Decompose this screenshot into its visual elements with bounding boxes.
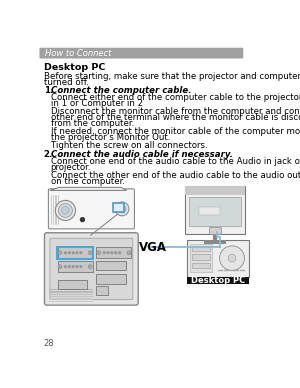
- Circle shape: [58, 251, 62, 255]
- Circle shape: [76, 266, 78, 268]
- Bar: [204, 240, 226, 244]
- Bar: [185, 186, 245, 234]
- Circle shape: [111, 252, 113, 254]
- Bar: [189, 197, 241, 226]
- Bar: [57, 247, 93, 259]
- Circle shape: [228, 254, 236, 262]
- Text: on the computer.: on the computer.: [51, 177, 125, 186]
- Bar: [187, 240, 249, 277]
- Circle shape: [58, 265, 62, 268]
- Circle shape: [97, 251, 101, 255]
- Bar: [49, 291, 93, 293]
- Circle shape: [76, 252, 78, 254]
- Circle shape: [80, 217, 85, 222]
- Bar: [199, 207, 220, 215]
- Text: Connect the audio cable if necessary.: Connect the audio cable if necessary.: [51, 150, 233, 159]
- FancyBboxPatch shape: [44, 233, 138, 305]
- Circle shape: [55, 201, 76, 220]
- FancyBboxPatch shape: [50, 238, 133, 300]
- Circle shape: [220, 246, 244, 270]
- Bar: [192, 254, 210, 260]
- Bar: [190, 244, 212, 272]
- Circle shape: [64, 266, 66, 268]
- Text: Tighten the screw on all connectors.: Tighten the screw on all connectors.: [51, 141, 207, 150]
- Bar: [49, 298, 93, 300]
- Bar: [49, 301, 93, 302]
- Text: the projector’s Monitor Out.: the projector’s Monitor Out.: [51, 133, 170, 142]
- Bar: [49, 294, 93, 295]
- FancyBboxPatch shape: [39, 48, 243, 59]
- Circle shape: [127, 251, 131, 255]
- Text: If needed, connect the monitor cable of the computer monitor to: If needed, connect the monitor cable of …: [51, 127, 300, 136]
- Text: Connect either end of the computer cable to the projector’s Computer: Connect either end of the computer cable…: [51, 93, 300, 102]
- FancyBboxPatch shape: [48, 189, 134, 229]
- Bar: [96, 286, 108, 295]
- Circle shape: [61, 206, 69, 214]
- Circle shape: [88, 265, 92, 268]
- Text: Disconnect the monitor cable from the computer and connect the: Disconnect the monitor cable from the co…: [51, 107, 300, 116]
- Text: Before starting, make sure that the projector and computers are both: Before starting, make sure that the proj…: [44, 72, 300, 81]
- Bar: [187, 277, 249, 284]
- Bar: [96, 248, 131, 258]
- Circle shape: [115, 202, 129, 216]
- Bar: [192, 246, 210, 251]
- Bar: [96, 261, 126, 270]
- Circle shape: [115, 252, 117, 254]
- Text: projector.: projector.: [51, 163, 91, 172]
- Text: from the computer.: from the computer.: [51, 119, 134, 128]
- Circle shape: [72, 266, 74, 268]
- Circle shape: [80, 266, 82, 268]
- Circle shape: [119, 252, 121, 254]
- Text: 28: 28: [44, 338, 54, 348]
- Bar: [113, 203, 124, 212]
- Circle shape: [72, 252, 74, 254]
- Text: 1.: 1.: [44, 86, 53, 95]
- Bar: [96, 274, 126, 284]
- Circle shape: [118, 205, 126, 213]
- Text: Connect one end of the audio cable to the Audio in jack on the: Connect one end of the audio cable to th…: [51, 157, 300, 166]
- Circle shape: [88, 251, 92, 255]
- Text: other end of the terminal where the monitor cable is disconnected: other end of the terminal where the moni…: [51, 113, 300, 122]
- Bar: [49, 289, 93, 291]
- Polygon shape: [50, 187, 127, 191]
- Circle shape: [68, 252, 70, 254]
- Circle shape: [107, 252, 109, 254]
- Bar: [192, 263, 210, 268]
- Circle shape: [64, 252, 66, 254]
- Text: Connect the other end of the audio cable to the audio output port: Connect the other end of the audio cable…: [51, 171, 300, 180]
- Circle shape: [80, 252, 82, 254]
- Bar: [209, 227, 221, 234]
- Text: turned off.: turned off.: [44, 78, 88, 87]
- Circle shape: [68, 266, 70, 268]
- Text: How to Connect: How to Connect: [45, 49, 112, 58]
- Bar: [49, 296, 93, 298]
- Bar: [58, 248, 92, 258]
- Text: Connect the computer cable.: Connect the computer cable.: [51, 86, 191, 95]
- Text: in 1 or Computer in 2: in 1 or Computer in 2: [51, 99, 143, 108]
- Bar: [58, 280, 87, 289]
- Bar: [58, 261, 92, 272]
- Text: 2.: 2.: [44, 150, 53, 159]
- Circle shape: [103, 252, 105, 254]
- Text: Desktop PC: Desktop PC: [44, 64, 105, 73]
- Bar: [185, 186, 245, 195]
- Circle shape: [58, 203, 72, 217]
- Text: Desktop PC: Desktop PC: [191, 275, 245, 285]
- Text: VGA: VGA: [139, 241, 167, 254]
